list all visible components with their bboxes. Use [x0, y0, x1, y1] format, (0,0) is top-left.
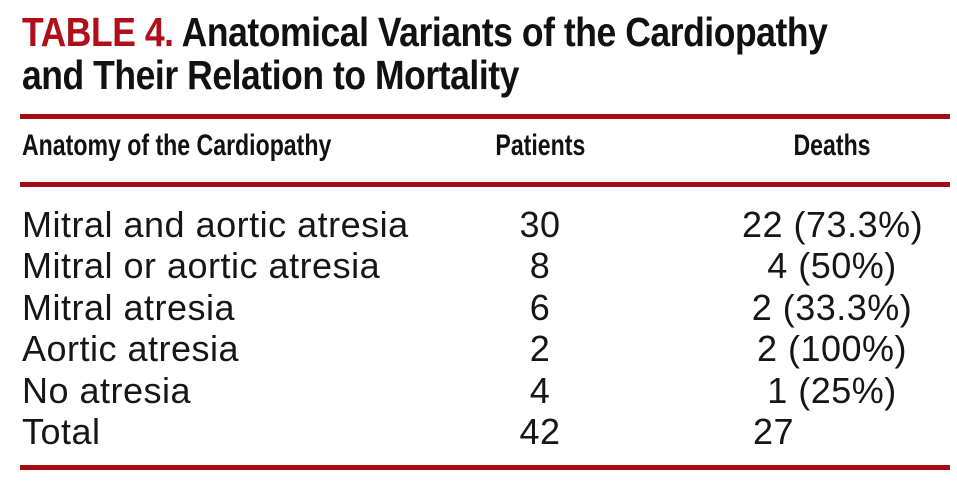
patients-cell: 42	[519, 410, 561, 452]
table-title: TABLE 4. Anatomical Variants of the Card…	[22, 11, 957, 97]
patients-cell: 4	[529, 369, 551, 411]
table-body: Mitral and aortic atresia 30 22 (73.3%) …	[0, 204, 957, 452]
divider-header-rule	[20, 182, 950, 187]
anatomy-cell: Mitral or aortic atresia	[22, 245, 381, 287]
anatomy-cell: No atresia	[22, 369, 192, 411]
table-row-total: Total 42 27	[0, 411, 957, 452]
patients-cell: 30	[519, 204, 561, 245]
table-header-row: Anatomy of the Cardiopathy Patients Deat…	[0, 130, 957, 162]
table-row: Mitral atresia 6 2 (33.3%)	[0, 287, 957, 328]
divider-top-rule	[20, 114, 950, 119]
deaths-cell: 1 (25%)	[767, 369, 897, 411]
divider-bottom-rule	[20, 465, 950, 470]
table-row: Aortic atresia 2 2 (100%)	[0, 328, 957, 369]
table-row: Mitral or aortic atresia 8 4 (50%)	[0, 245, 957, 286]
table-title-text: Anatomical Variants of the Cardiopathy	[181, 9, 828, 55]
patients-cell: 8	[529, 245, 551, 287]
anatomy-cell: Mitral atresia	[22, 286, 236, 328]
anatomy-cell: Aortic atresia	[22, 328, 240, 370]
deaths-cell: 27	[753, 410, 795, 452]
deaths-cell: 4 (50%)	[767, 245, 897, 287]
deaths-cell: 22 (73.3%)	[742, 204, 924, 245]
patients-cell: 6	[529, 286, 551, 328]
patients-cell: 2	[529, 328, 551, 370]
column-header-patients: Patients	[495, 129, 585, 162]
table-row: Mitral and aortic atresia 30 22 (73.3%)	[0, 204, 957, 245]
table-row: No atresia 4 1 (25%)	[0, 370, 957, 411]
column-header-deaths: Deaths	[793, 129, 871, 162]
anatomy-cell: Mitral and aortic atresia	[22, 204, 409, 245]
deaths-cell: 2 (100%)	[756, 328, 908, 370]
column-header-anatomy: Anatomy of the Cardiopathy	[22, 129, 332, 162]
deaths-cell: 2 (33.3%)	[751, 286, 913, 328]
table-title-line1: TABLE 4. Anatomical Variants of the Card…	[22, 11, 957, 54]
table-number: TABLE 4.	[22, 9, 174, 55]
table-title-line2: and Their Relation to Mortality	[22, 52, 519, 98]
anatomy-cell: Total	[22, 410, 101, 452]
